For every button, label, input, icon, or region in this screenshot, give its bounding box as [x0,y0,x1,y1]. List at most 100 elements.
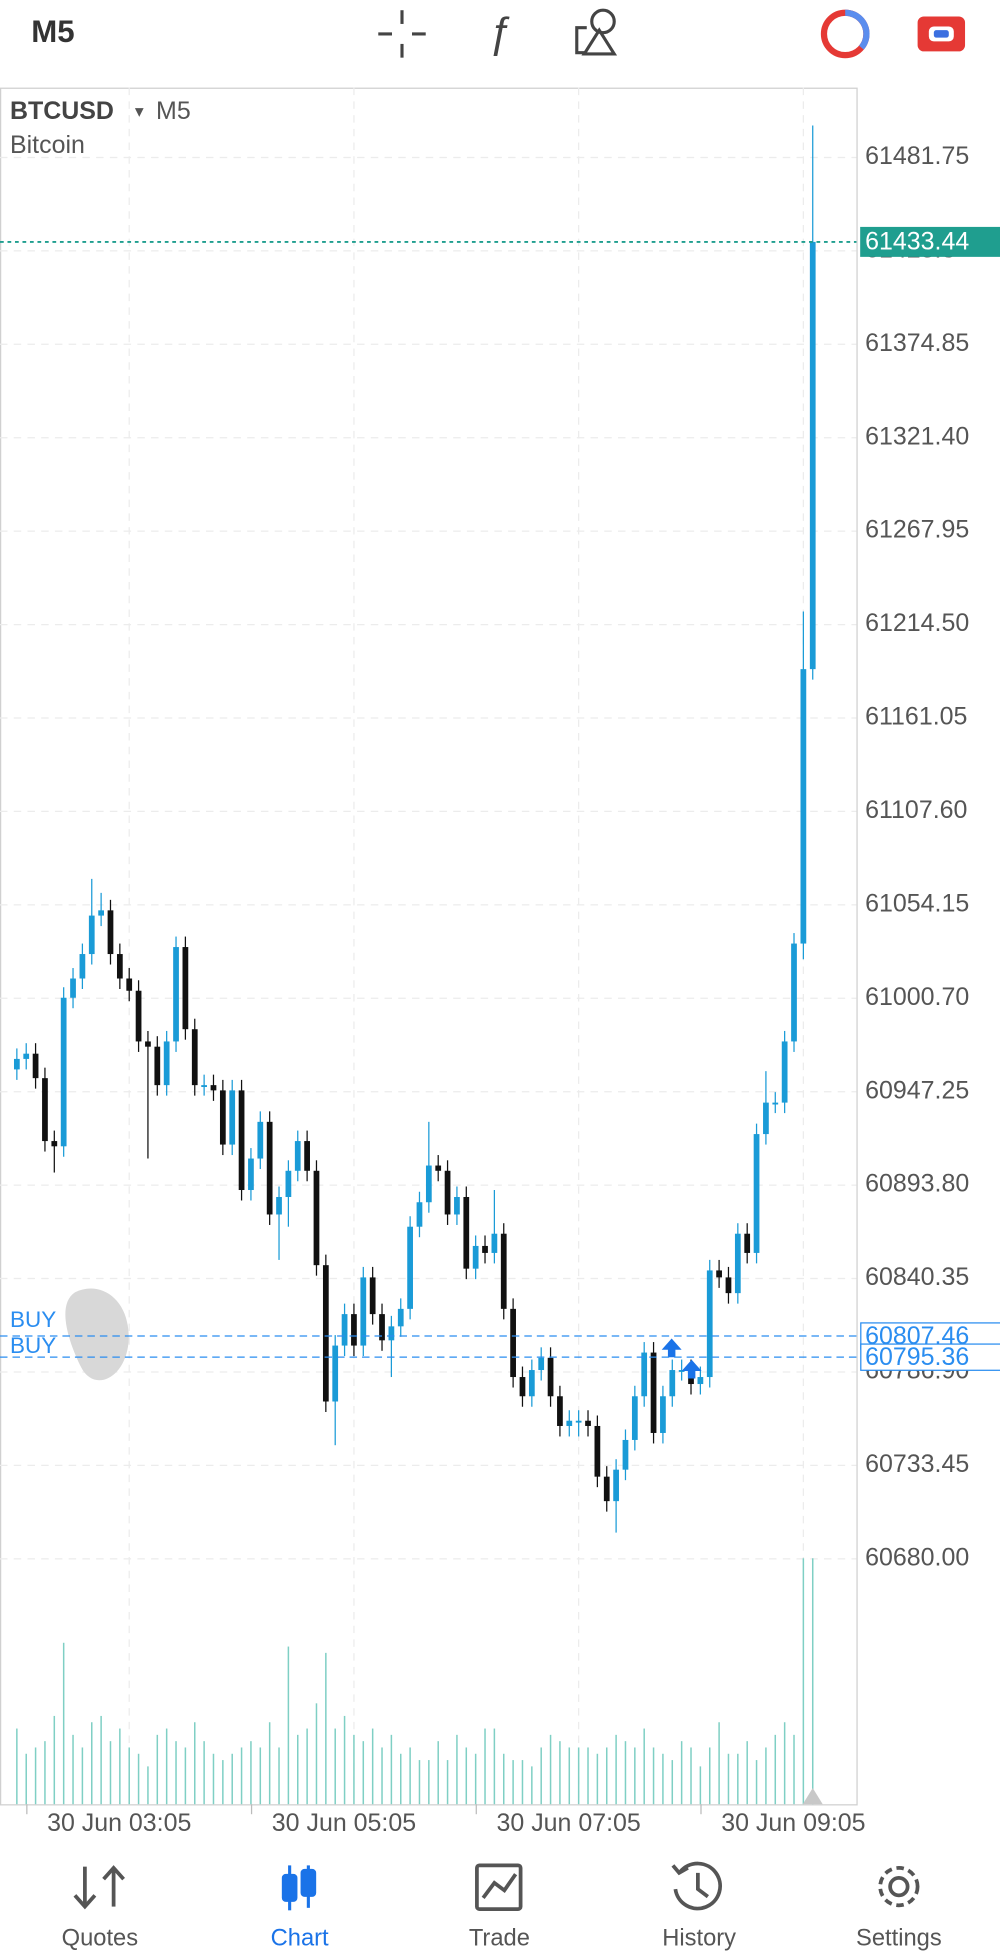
order-label: BUY [10,1333,56,1358]
volume-bar [474,1753,477,1805]
y-tick-label: 60733.45 [865,1450,969,1478]
volume-bar [72,1734,74,1805]
volume-bar [53,1715,56,1805]
volume-bar [250,1741,252,1805]
candle-body [454,1197,460,1215]
y-tick-label: 61107.60 [865,796,967,824]
volume-bar [577,1747,580,1805]
volume-bar [278,1747,280,1805]
volume-bar [381,1747,383,1805]
nav-label[interactable]: Chart [271,1925,329,1951]
timeframe-button[interactable]: M5 [31,14,74,49]
candle-body [566,1420,573,1426]
candle-body [388,1326,395,1341]
volume-bar [680,1741,683,1805]
volume-bar [531,1766,533,1805]
candle-body [304,1141,310,1171]
indicators-icon[interactable]: ƒ [488,8,512,55]
candle-body [135,990,142,1042]
volume-bar [765,1747,767,1805]
candle-body [201,1085,207,1088]
candle-body [463,1197,470,1269]
volume-bar [91,1722,93,1805]
volume-bar [165,1728,168,1805]
volume-bar [119,1728,121,1805]
volume-bar [409,1747,411,1805]
candle-body [238,1090,245,1191]
volume-bar [212,1753,215,1805]
candle-body [88,915,95,955]
y-tick-label: 61321.40 [865,422,969,450]
symbol-description: Bitcoin [10,131,85,159]
volume-bar [362,1741,365,1805]
candle-body [528,1370,535,1397]
volume-bar [456,1734,458,1805]
volume-bar [643,1728,645,1805]
x-tick-label: 30 Jun 09:05 [721,1809,865,1837]
candle-body [631,1396,638,1440]
candle-body [669,1370,676,1397]
volume-bar [446,1760,449,1805]
crosshair-icon[interactable] [378,10,426,58]
trade-arrows [661,1338,702,1379]
volume-bar [718,1722,720,1805]
volume-bar [147,1766,149,1805]
nav-label[interactable]: Quotes [62,1925,138,1951]
trade-nav-icon[interactable] [475,1863,523,1911]
candle-body [313,1170,320,1266]
one-click-icon[interactable] [820,9,870,59]
symbol[interactable]: BTCUSD [10,97,114,125]
y-tick-label: 61214.50 [865,609,969,637]
candle-body [425,1165,432,1203]
candle-body [641,1352,648,1397]
candle-body [613,1469,619,1502]
candle-body [42,1078,48,1142]
grid [0,87,857,1805]
candle-body [32,1053,39,1079]
quotes-icon[interactable] [73,1865,125,1910]
candle-body [51,1141,58,1147]
nav-label[interactable]: Trade [469,1925,530,1951]
volume-bar [793,1734,795,1805]
now-marker [802,1787,823,1805]
volume-bar [203,1741,205,1805]
chart-frame [0,87,858,1806]
candle-body [173,947,179,1042]
objects-icon[interactable] [575,8,618,56]
history-icon[interactable] [671,1861,722,1911]
symbol-dropdown[interactable]: ▾ [135,101,144,121]
candle-body [98,910,104,916]
y-tick-label: 60947.25 [865,1076,969,1104]
volume-bar [400,1753,402,1805]
chart-icon[interactable] [281,1865,317,1911]
volume-bar [811,1558,814,1805]
y-tick-label: 60840.35 [865,1263,969,1291]
volume-bar [353,1734,355,1805]
candle-body [772,1102,779,1105]
candle-body [322,1265,329,1402]
candle-body [650,1352,657,1433]
settings-icon[interactable] [878,1866,920,1908]
volume-bar [596,1753,599,1805]
volume-bar [737,1753,739,1805]
candle-body [716,1270,722,1278]
trade-icon[interactable] [917,16,966,52]
candle-body [219,1090,226,1145]
volume-bar [297,1734,299,1805]
nav-label[interactable]: Settings [856,1925,942,1951]
volume-bar [690,1747,692,1805]
y-tick-label: 61374.85 [865,329,969,357]
nav-label[interactable]: History [662,1925,736,1951]
volume-bar [708,1747,711,1805]
candle-body [210,1085,217,1091]
candle-body [145,1041,151,1047]
volume-bar [34,1747,37,1805]
candle-body [547,1357,554,1397]
volume-bar [418,1760,421,1805]
candle-body [753,1134,760,1253]
volume-bar [662,1753,664,1805]
